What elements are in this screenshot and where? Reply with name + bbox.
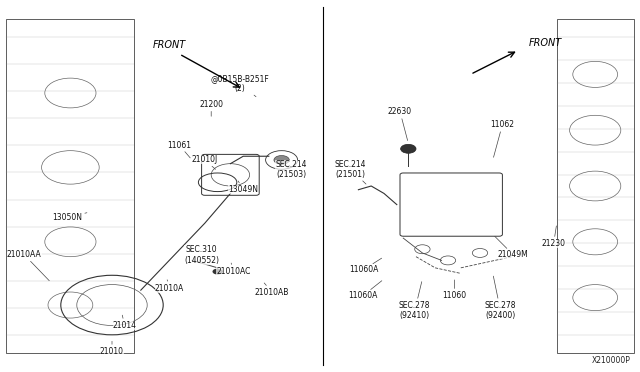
Text: 13049N: 13049N [228, 181, 258, 194]
Text: 21010AA: 21010AA [7, 250, 49, 281]
Text: 21010J: 21010J [191, 155, 218, 169]
Text: 11060A: 11060A [348, 281, 382, 300]
Text: @0B15B-B251F
(2): @0B15B-B251F (2) [211, 74, 269, 97]
Text: SEC.278
(92400): SEC.278 (92400) [484, 276, 516, 320]
Circle shape [274, 155, 289, 164]
Text: X210000P: X210000P [591, 356, 630, 365]
Text: SEC.278
(92410): SEC.278 (92410) [399, 282, 431, 320]
Text: 21010: 21010 [100, 341, 124, 356]
Text: 21010AC: 21010AC [216, 263, 251, 276]
Text: FRONT: FRONT [529, 38, 562, 48]
Text: FRONT: FRONT [153, 40, 186, 50]
Circle shape [401, 144, 416, 153]
Text: SEC.214
(21501): SEC.214 (21501) [335, 160, 367, 184]
Text: 13050N: 13050N [52, 213, 87, 222]
Text: 11061: 11061 [167, 141, 191, 158]
Text: 21010AB: 21010AB [255, 283, 289, 296]
Text: 22630: 22630 [388, 107, 412, 141]
Text: SEC.310
(140552): SEC.310 (140552) [184, 245, 219, 264]
Text: 11060A: 11060A [349, 258, 381, 274]
Circle shape [212, 269, 223, 275]
Text: 21200: 21200 [199, 100, 223, 116]
Text: SEC.214
(21503): SEC.214 (21503) [275, 160, 307, 179]
Text: 11060: 11060 [442, 280, 467, 300]
Text: 21049M: 21049M [495, 236, 529, 259]
Text: 11062: 11062 [490, 120, 515, 157]
Text: 21010A: 21010A [155, 280, 184, 293]
Text: 21230: 21230 [541, 226, 566, 248]
Text: 21014: 21014 [113, 315, 137, 330]
